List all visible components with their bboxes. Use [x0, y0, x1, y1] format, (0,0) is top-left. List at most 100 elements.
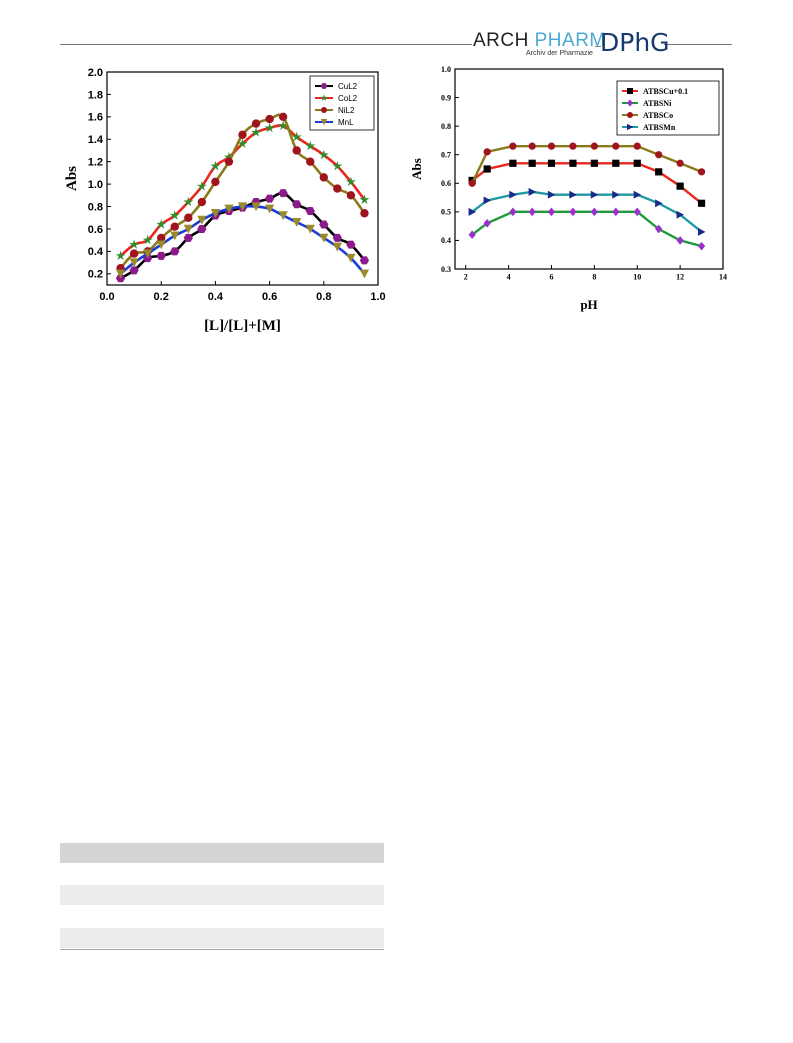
data-point	[627, 88, 633, 94]
data-point	[224, 157, 234, 166]
data-point	[612, 142, 620, 150]
data-point	[345, 176, 356, 187]
data-point	[251, 119, 261, 128]
data-point	[569, 159, 577, 167]
data-point	[655, 151, 663, 159]
logo-subtitle: Archiv der Pharmazie	[526, 50, 593, 57]
x-tick-label: 8	[592, 272, 596, 281]
data-point	[468, 179, 476, 187]
y-tick-label: 0.8	[441, 122, 451, 131]
ph-stability-chart: 2 4 6 8 10 12 14 0.3 0.4 0.5 0.6 0.7 0.8 0.9 1.0 pH Abs A…	[409, 65, 727, 312]
data-point	[359, 256, 370, 265]
data-point	[197, 215, 207, 225]
series-line	[471, 144, 703, 184]
data-point	[156, 240, 166, 250]
data-point	[157, 233, 166, 243]
data-point	[332, 233, 342, 242]
data-point	[265, 114, 274, 124]
data-point	[210, 209, 221, 218]
legend-label: ATBSCu+0.1	[643, 87, 688, 96]
y-tick-label: 0.8	[88, 201, 103, 213]
y-tick-label: 1.8	[88, 89, 103, 101]
data-point	[320, 83, 328, 89]
data-point	[223, 151, 234, 162]
data-point	[305, 207, 315, 216]
data-point	[156, 251, 166, 260]
x-tick-label: 0.0	[99, 291, 114, 303]
data-point	[569, 142, 577, 150]
data-point	[292, 146, 301, 155]
data-point	[528, 187, 537, 196]
data-point	[264, 194, 275, 203]
data-point	[170, 247, 180, 256]
data-point	[569, 190, 577, 199]
data-point	[183, 196, 194, 207]
data-point	[528, 142, 536, 150]
x-axis-label: [L]/[L]+[M]	[204, 318, 281, 334]
x-tick-label: 0.6	[262, 291, 277, 303]
data-point	[319, 233, 329, 243]
y-tick-label: 0.3	[441, 265, 451, 274]
data-point	[183, 224, 193, 234]
logo-pharm: PHARM	[534, 30, 606, 51]
data-point	[129, 266, 139, 275]
series-line	[471, 190, 703, 233]
legend-label: CoL2	[338, 94, 358, 103]
data-point	[305, 224, 315, 234]
data-point	[633, 142, 641, 150]
data-point	[676, 236, 684, 245]
header-rule-right	[664, 44, 732, 45]
data-point	[156, 219, 167, 229]
data-point	[197, 197, 207, 207]
x-tick-label: 6	[549, 272, 553, 281]
y-tick-label: 2.0	[88, 67, 103, 79]
data-point	[196, 181, 207, 191]
table-row	[60, 928, 384, 948]
data-point	[238, 130, 247, 139]
data-point	[359, 194, 370, 205]
data-point	[676, 182, 684, 190]
data-point	[547, 190, 556, 199]
legend-label: ATBSMn	[643, 123, 676, 132]
data-point	[332, 242, 342, 252]
data-point	[143, 249, 153, 259]
data-point	[633, 207, 641, 217]
data-point	[333, 184, 342, 193]
y-tick-label: 0.6	[441, 179, 451, 188]
x-tick-label: 0.2	[154, 291, 169, 303]
data-point	[211, 177, 220, 187]
logo-dphg: DPhG	[600, 28, 670, 57]
data-point	[676, 159, 684, 167]
data-point	[547, 159, 556, 167]
y-tick-label: 0.7	[441, 151, 451, 160]
y-tick-label: 1.4	[88, 134, 104, 146]
logo-arch-pharm: ARCH PHARM	[473, 30, 606, 52]
x-tick-label: 10	[633, 272, 641, 281]
table-row	[60, 885, 384, 905]
journal-logo: ARCH PHARM Archiv der Pharmazie DPhG	[470, 26, 670, 66]
data-point	[292, 218, 302, 227]
data-point	[346, 253, 356, 263]
data-point	[278, 211, 288, 221]
data-point	[306, 157, 315, 166]
data-point	[129, 249, 139, 258]
data-point	[292, 200, 302, 209]
data-point	[291, 131, 302, 142]
data-point	[115, 250, 126, 261]
series-line	[471, 210, 702, 248]
data-point	[483, 165, 491, 173]
x-tick-label: 1.0	[370, 291, 385, 303]
data-point	[184, 213, 193, 222]
data-point	[237, 202, 248, 212]
data-point	[612, 190, 620, 199]
x-axis-label: pH	[580, 297, 597, 312]
y-tick-label: 1.2	[88, 157, 103, 169]
table-bottom-rule	[60, 949, 384, 950]
data-point	[142, 234, 153, 245]
data-point	[210, 160, 221, 171]
data-point	[509, 190, 517, 199]
y-tick-label: 1.6	[88, 112, 103, 124]
data-point	[319, 220, 329, 229]
data-point	[590, 207, 598, 217]
data-point	[509, 207, 517, 217]
